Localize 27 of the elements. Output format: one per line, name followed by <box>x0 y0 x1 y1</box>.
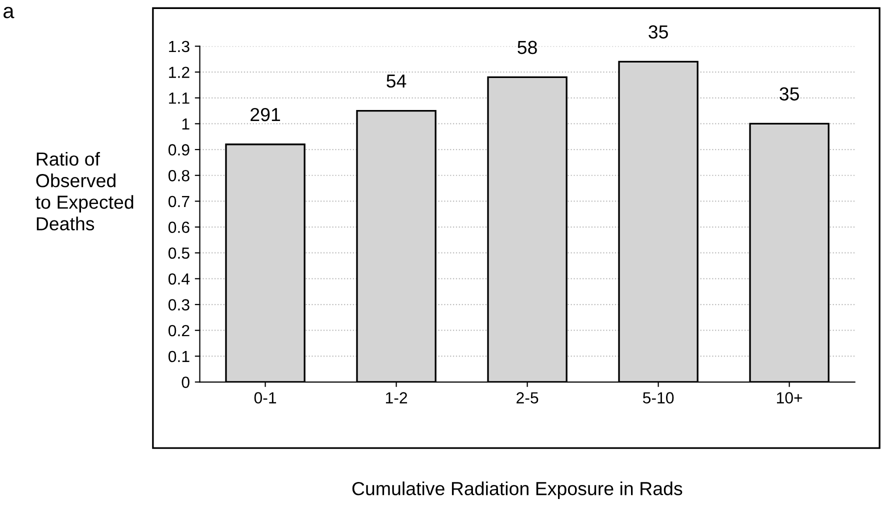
x-tick-label: 5-10 <box>642 392 674 404</box>
y-tick-label: 0 <box>182 376 190 388</box>
y-tick-label: 0.2 <box>168 324 190 336</box>
y-tick-label: 0.5 <box>168 248 190 259</box>
x-axis-title: Cumulative Radiation Exposure in Rads <box>352 481 682 499</box>
y-tick-label: 0.9 <box>168 144 190 156</box>
y-tick-label: 0.6 <box>168 222 190 233</box>
x-tick-label: 1-2 <box>386 392 408 404</box>
y-tick-label: 1.3 <box>169 40 190 52</box>
y-tick-label: 0.3 <box>168 299 190 310</box>
y-axis-title: Ratio of Observed to Expected Deaths <box>36 152 134 230</box>
annotation: 35 <box>780 87 799 101</box>
annotation: 54 <box>386 74 406 88</box>
y-tick-label: 0.4 <box>168 273 190 285</box>
y-tick-label: 0.7 <box>168 196 190 208</box>
annotation: 58 <box>518 40 537 54</box>
y-tick-label: 0.1 <box>168 350 190 362</box>
x-tick-label: 0-1 <box>254 392 276 404</box>
y-tick-label: 1 <box>182 118 190 130</box>
y-tick-label: 1.2 <box>169 66 190 78</box>
y-tick-label: 0.8 <box>168 170 190 182</box>
text: a <box>4 6 14 18</box>
annotation: 291 <box>250 108 280 122</box>
annotation: 35 <box>648 25 668 39</box>
y-tick-label: 1.1 <box>169 92 190 104</box>
x-tick-label: 10+ <box>776 392 802 404</box>
x-tick-label: 2-5 <box>516 392 538 404</box>
